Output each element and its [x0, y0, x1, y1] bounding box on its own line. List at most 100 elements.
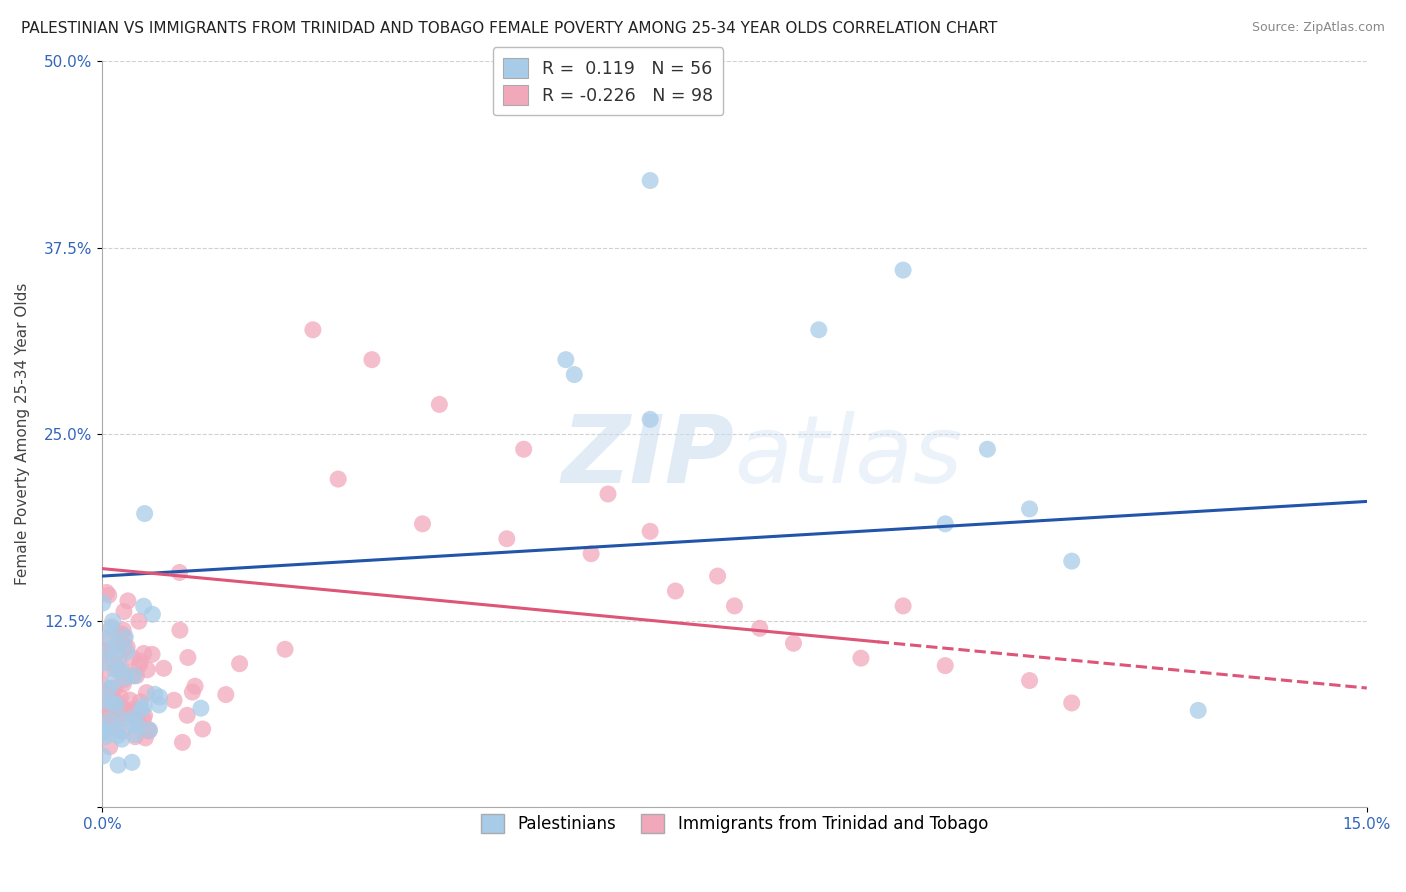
Point: [664, 584, 686, 599]
Point: [190, 701, 212, 715]
Point: [934, 658, 956, 673]
Point: [96, 585, 118, 599]
Point: [93, 656, 115, 670]
Point: [782, 636, 804, 650]
Text: ZIP: ZIP: [561, 410, 734, 503]
Point: [177, 650, 200, 665]
Point: [934, 516, 956, 531]
Point: [111, 712, 134, 726]
Point: [100, 620, 122, 634]
Point: [127, 718, 149, 732]
Point: [110, 661, 132, 675]
Point: [111, 732, 134, 747]
Point: [94, 694, 117, 708]
Point: [97, 630, 120, 644]
Point: [107, 696, 129, 710]
Point: [495, 532, 517, 546]
Point: [134, 731, 156, 745]
Point: [891, 599, 914, 613]
Point: [112, 673, 135, 687]
Point: [134, 507, 156, 521]
Point: [169, 623, 191, 637]
Point: [115, 645, 138, 659]
Y-axis label: Female Poverty Among 25-34 Year Olds: Female Poverty Among 25-34 Year Olds: [15, 283, 30, 585]
Point: [94, 644, 117, 658]
Point: [141, 607, 163, 622]
Point: [114, 703, 136, 717]
Point: [136, 663, 159, 677]
Point: [134, 708, 156, 723]
Point: [176, 708, 198, 723]
Point: [98, 681, 121, 696]
Point: [100, 621, 122, 635]
Point: [1187, 703, 1209, 717]
Point: [122, 669, 145, 683]
Point: [115, 640, 138, 654]
Text: atlas: atlas: [734, 411, 963, 502]
Point: [361, 352, 384, 367]
Point: [152, 661, 174, 675]
Point: [97, 696, 120, 710]
Point: [748, 621, 770, 635]
Point: [512, 442, 534, 457]
Point: [112, 640, 135, 654]
Point: [172, 735, 194, 749]
Point: [132, 599, 155, 614]
Point: [103, 656, 125, 670]
Point: [148, 698, 170, 712]
Point: [114, 703, 136, 717]
Point: [98, 716, 121, 731]
Point: [554, 352, 576, 367]
Point: [124, 728, 146, 742]
Point: [104, 663, 127, 677]
Point: [101, 693, 124, 707]
Point: [94, 645, 117, 659]
Point: [302, 323, 325, 337]
Point: [121, 703, 143, 717]
Point: [94, 730, 117, 744]
Point: [112, 677, 135, 691]
Point: [138, 723, 160, 738]
Point: [129, 654, 152, 668]
Point: [181, 685, 204, 699]
Point: [579, 547, 602, 561]
Point: [108, 649, 131, 664]
Point: [134, 698, 156, 713]
Point: [115, 671, 138, 685]
Point: [121, 756, 143, 770]
Point: [118, 693, 141, 707]
Point: [101, 696, 124, 710]
Point: [1060, 696, 1083, 710]
Point: [122, 711, 145, 725]
Point: [215, 688, 238, 702]
Point: [132, 712, 155, 726]
Point: [112, 605, 135, 619]
Point: [638, 412, 661, 426]
Point: [562, 368, 585, 382]
Point: [97, 632, 120, 646]
Point: [105, 698, 128, 712]
Point: [91, 596, 114, 610]
Point: [97, 684, 120, 698]
Point: [427, 397, 450, 411]
Point: [103, 675, 125, 690]
Point: [104, 681, 127, 696]
Point: [132, 647, 155, 661]
Point: [121, 650, 143, 665]
Point: [163, 693, 186, 707]
Point: [124, 730, 146, 744]
Point: [128, 614, 150, 628]
Point: [114, 630, 136, 644]
Point: [328, 472, 350, 486]
Point: [138, 723, 160, 737]
Point: [117, 594, 139, 608]
Point: [94, 685, 117, 699]
Point: [97, 588, 120, 602]
Point: [105, 637, 128, 651]
Point: [135, 685, 157, 699]
Point: [976, 442, 998, 457]
Point: [228, 657, 250, 671]
Point: [97, 712, 120, 726]
Point: [127, 714, 149, 728]
Point: [136, 723, 159, 737]
